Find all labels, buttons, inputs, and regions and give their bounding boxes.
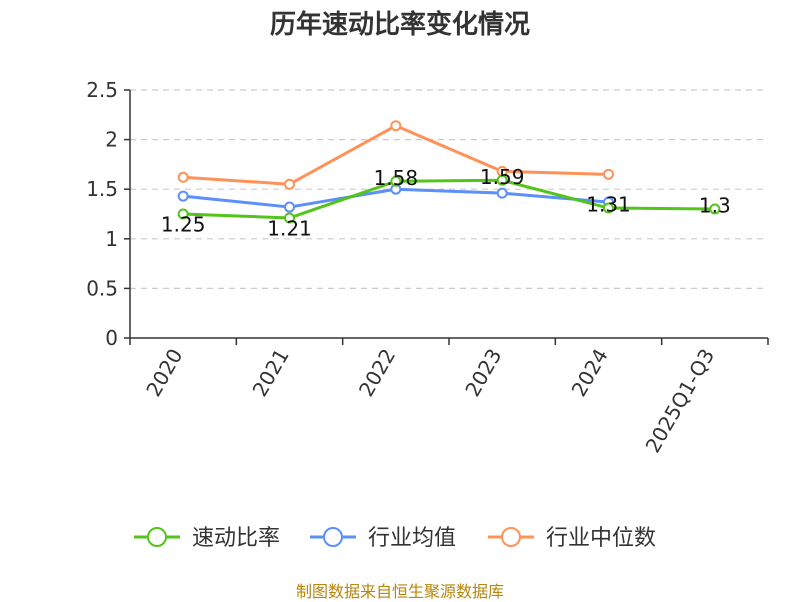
data-point [496, 174, 508, 186]
x-tick-label: 2022 [354, 345, 400, 401]
x-tick-label: 2020 [141, 345, 187, 401]
data-point [177, 190, 189, 202]
data-label: 1.59 [480, 165, 525, 189]
y-tick-label: 0.5 [86, 276, 118, 300]
y-tick-label: 2.5 [86, 78, 118, 102]
data-label: 1.3 [699, 194, 731, 218]
y-tick-label: 0 [105, 326, 118, 350]
data-point [603, 202, 614, 214]
legend-marker [501, 527, 521, 547]
data-point [496, 187, 508, 199]
x-tick-label: 2025Q1-Q3 [640, 345, 719, 457]
legend-label[interactable]: 行业中位数 [546, 526, 656, 551]
chart-title: 历年速动比率变化情况 [269, 10, 530, 40]
series-line [183, 178, 715, 220]
data-point [284, 201, 295, 213]
y-tick-label: 1 [105, 227, 118, 251]
data-label: 1.25 [161, 213, 206, 237]
y-tick-label: 1.5 [86, 177, 118, 201]
legend-label[interactable]: 行业均值 [368, 526, 456, 551]
y-tick-label: 2 [105, 128, 118, 152]
x-tick-label: 2023 [460, 344, 506, 400]
data-point [709, 203, 721, 215]
source-note: 制图数据来自恒生聚源数据库 [295, 582, 504, 601]
legend-label[interactable]: 速动比率 [192, 526, 280, 551]
data-label: 1.58 [374, 166, 419, 190]
data-label: 1.31 [586, 193, 631, 217]
legend-marker [147, 527, 167, 547]
x-tick-label: 2024 [567, 345, 613, 401]
data-point [177, 208, 189, 220]
x-tick-label: 2021 [248, 345, 294, 401]
legend-marker [323, 527, 343, 547]
data-point [390, 175, 402, 187]
data-point [603, 168, 614, 180]
data-point [390, 120, 402, 132]
data-point [284, 178, 295, 190]
data-label: 1.21 [267, 216, 312, 240]
data-point [284, 212, 295, 224]
data-point [177, 171, 189, 183]
